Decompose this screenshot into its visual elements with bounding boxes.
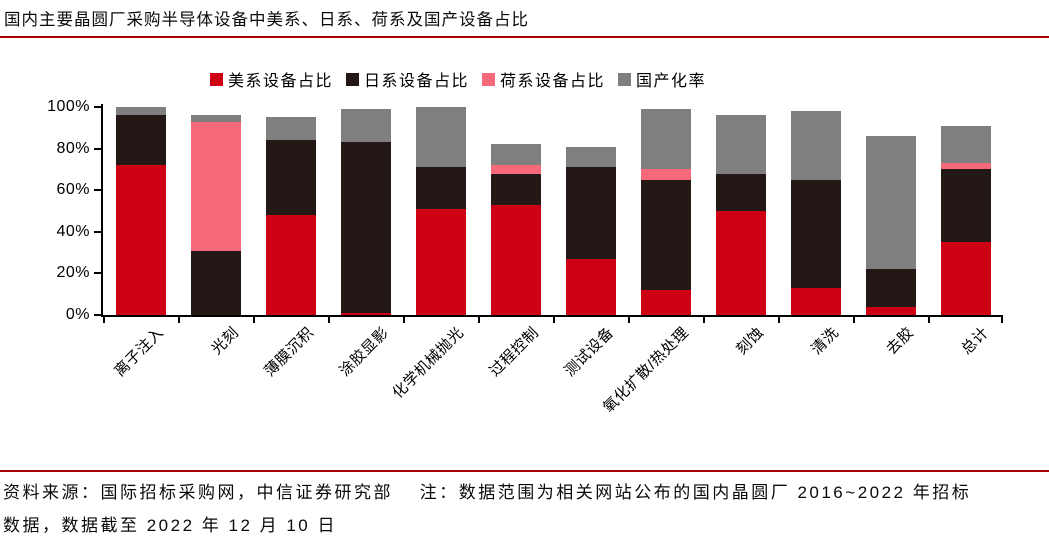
bar-segment-domestic: [565, 146, 616, 168]
bar-segment-jp: [565, 167, 616, 259]
x-tick: [703, 317, 705, 323]
bar-segment-us: [265, 215, 316, 315]
y-tick: [94, 314, 101, 316]
chart-title: 国内主要晶圆厂采购半导体设备中美系、日系、荷系及国产设备占比: [4, 11, 529, 29]
y-tick-label: 60%: [56, 181, 90, 199]
bar-segment-nl: [640, 169, 691, 180]
x-axis-line: [101, 315, 1003, 317]
y-tick-label: 20%: [56, 264, 90, 282]
bar-segment-us: [340, 312, 391, 315]
legend-item: 美系设备占比: [210, 67, 333, 91]
x-tick: [328, 317, 330, 323]
bar-segment-jp: [865, 269, 916, 307]
x-tick: [253, 317, 255, 323]
x-tick: [853, 317, 855, 323]
bar-segment-jp: [715, 173, 766, 211]
bar-segment-jp: [640, 179, 691, 291]
bar-segment-domestic: [790, 111, 841, 180]
title-divider-rule: [0, 36, 1049, 38]
y-tick-label: 0%: [65, 306, 90, 323]
bar-segment-jp: [940, 169, 991, 243]
bar-segment-us: [940, 242, 991, 315]
legend-label: 荷系设备占比: [500, 73, 606, 90]
chart-legend: 美系设备占比 日系设备占比 荷系设备占比 国产化率: [210, 67, 706, 91]
legend-item: 荷系设备占比: [482, 67, 605, 91]
x-tick: [103, 317, 105, 323]
bar-segment-domestic: [265, 117, 316, 141]
x-tick: [553, 317, 555, 323]
bar-segment-nl: [490, 165, 541, 174]
bar-segment-domestic: [190, 115, 241, 122]
y-tick-label: 100%: [47, 98, 90, 115]
bar-segment-domestic: [415, 107, 466, 168]
legend-label: 美系设备占比: [228, 73, 334, 90]
bar-segment-us: [865, 306, 916, 315]
x-tick: [1001, 317, 1003, 323]
bar-segment-jp: [115, 115, 166, 166]
legend-swatch-icon: [210, 72, 223, 86]
x-tick: [778, 317, 780, 323]
bar-segment-domestic: [115, 107, 166, 116]
bar-segment-us: [640, 290, 691, 315]
x-tick: [178, 317, 180, 323]
bar-segment-jp: [265, 140, 316, 216]
bar-segment-jp: [415, 167, 466, 209]
bar-segment-nl: [190, 121, 241, 251]
source-note-line2: 数据，数据截至 2022 年 12 月 10 日: [3, 516, 337, 535]
x-tick: [928, 317, 930, 323]
legend-swatch-icon: [346, 72, 360, 86]
bar-segment-domestic: [640, 109, 691, 170]
bar-segment-jp: [340, 142, 391, 313]
y-tick: [94, 230, 101, 233]
legend-swatch-icon: [482, 72, 496, 86]
y-tick: [94, 272, 101, 275]
bar-segment-us: [715, 211, 766, 315]
bar-segment-nl: [940, 163, 991, 170]
x-tick: [403, 317, 405, 323]
bar-segment-jp: [490, 173, 541, 205]
y-tick-label: 40%: [56, 222, 90, 240]
footer-divider-rule: [0, 470, 1049, 472]
legend-label: 日系设备占比: [364, 73, 470, 90]
bar-segment-domestic: [940, 125, 991, 164]
legend-swatch-icon: [618, 72, 632, 86]
y-tick: [94, 189, 101, 192]
bar-segment-us: [490, 204, 541, 315]
x-tick: [478, 317, 480, 323]
y-axis-line: [101, 104, 103, 317]
legend-item: 日系设备占比: [346, 67, 469, 91]
source-note-line1: 资料来源：国际招标采购网，中信证券研究部 注：数据范围为相关网站公布的国内晶圆厂…: [3, 483, 972, 502]
bar-segment-us: [115, 165, 166, 315]
y-tick: [94, 147, 101, 150]
bar-segment-domestic: [715, 115, 766, 174]
bar-segment-domestic: [340, 109, 391, 143]
y-tick: [94, 106, 101, 108]
bar-segment-us: [565, 258, 616, 315]
x-tick: [628, 317, 630, 323]
bar-segment-us: [790, 287, 841, 315]
bar-segment-jp: [190, 250, 241, 315]
bar-segment-domestic: [865, 136, 916, 270]
bar-segment-jp: [790, 179, 841, 288]
legend-label: 国产化率: [636, 73, 707, 90]
legend-item: 国产化率: [618, 67, 706, 91]
bar-segment-us: [415, 208, 466, 315]
bar-segment-domestic: [490, 144, 541, 166]
y-tick-label: 80%: [56, 139, 90, 157]
